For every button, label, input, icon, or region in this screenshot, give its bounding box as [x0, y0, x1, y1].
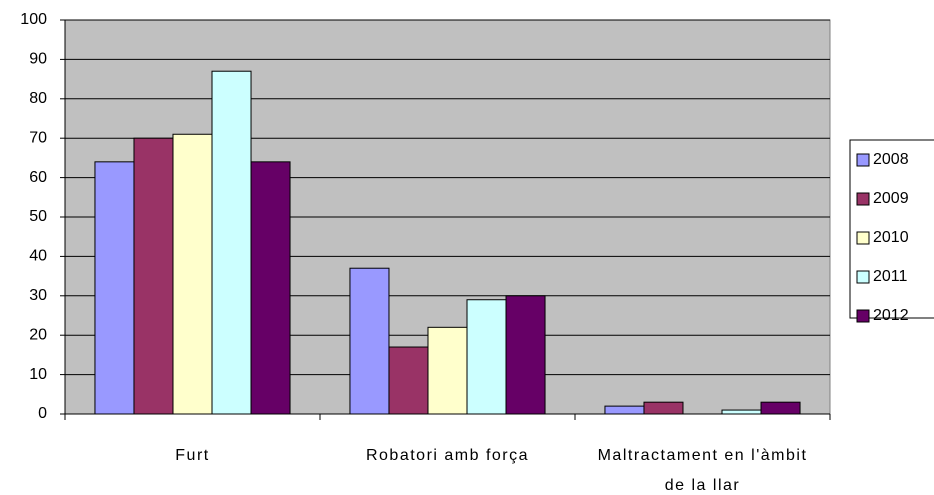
y-tick-label: 100 [20, 11, 47, 28]
bar [94, 161, 135, 415]
bar [721, 409, 762, 415]
bar [760, 401, 801, 415]
y-tick-label: 80 [29, 90, 47, 107]
y-tick-label: 50 [29, 208, 47, 225]
y-tick-label: 30 [29, 287, 47, 304]
bar [643, 401, 684, 415]
legend-label: 2010 [873, 229, 909, 246]
y-tick-label: 90 [29, 51, 47, 68]
legend-swatch [856, 270, 870, 284]
bar [211, 70, 252, 415]
legend-swatch [856, 231, 870, 245]
y-tick-label: 70 [29, 129, 47, 146]
bar [388, 346, 429, 415]
legend-label: 2009 [873, 190, 909, 207]
legend-label: 2011 [873, 268, 908, 285]
bar [133, 137, 174, 415]
x-tick-label: Maltractament en l'àmbit de la llar [597, 447, 808, 494]
y-tick-label: 0 [38, 405, 47, 422]
legend-box [849, 139, 934, 319]
legend-label: 2008 [873, 151, 909, 168]
x-tick-label: Furt [175, 447, 210, 464]
legend-label: 2012 [873, 307, 909, 324]
bar [172, 133, 213, 415]
bar [250, 161, 291, 415]
legend-swatch [856, 153, 870, 167]
bar [466, 299, 507, 415]
y-tick-label: 20 [29, 326, 47, 343]
y-tick-label: 40 [29, 248, 47, 265]
y-tick-label: 10 [29, 366, 47, 383]
x-tick-label: Robatori amb força [365, 447, 530, 464]
legend-swatch [856, 309, 870, 323]
bar [505, 295, 546, 415]
bar [427, 326, 468, 415]
bar [604, 405, 645, 415]
legend-swatch [856, 192, 870, 206]
y-tick-label: 60 [29, 169, 47, 186]
bar [349, 267, 390, 415]
